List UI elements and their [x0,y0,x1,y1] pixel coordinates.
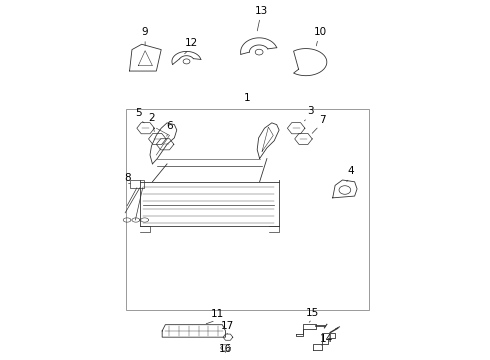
Text: 6: 6 [166,121,173,131]
Bar [125,109,369,310]
Text: 3: 3 [307,107,314,116]
Text: 14: 14 [320,334,334,344]
Text: 7: 7 [318,114,325,125]
Text: 9: 9 [142,27,148,37]
Text: 8: 8 [124,173,130,183]
Text: 16: 16 [219,344,232,354]
Text: 10: 10 [314,27,327,37]
Text: 12: 12 [185,38,198,48]
Text: 2: 2 [148,113,155,123]
Text: 15: 15 [306,307,319,318]
Bar [129,180,144,188]
Text: 11: 11 [211,309,224,319]
Text: 4: 4 [348,166,355,176]
Text: 13: 13 [255,6,268,16]
Text: 5: 5 [135,108,142,118]
Text: 17: 17 [221,321,234,332]
Text: 1: 1 [244,93,251,103]
